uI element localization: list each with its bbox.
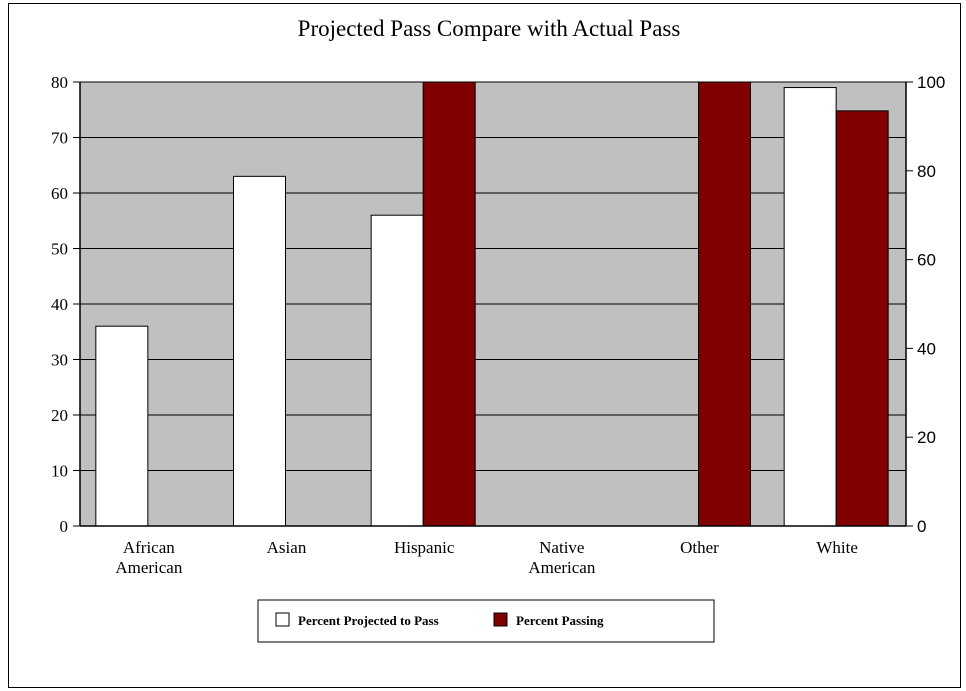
category-label: Asian [267,538,307,557]
right-tick-label: 0 [917,517,926,536]
left-tick-label: 20 [51,406,68,425]
right-axis-ticks: 0 20 40 60 80 100 [906,73,945,536]
legend-label-passing: Percent Passing [516,613,604,628]
left-tick-label: 70 [51,129,68,148]
left-tick-label: 30 [51,351,68,370]
legend-swatch-projected [275,612,290,627]
bar-projected [370,214,424,527]
right-tick-label: 80 [917,162,936,181]
legend-swatch-passing [493,612,508,627]
bar-projected [95,325,149,527]
right-tick-label: 100 [917,73,945,92]
chart-title: Projected Pass Compare with Actual Pass [298,16,681,41]
left-tick-label: 80 [51,73,68,92]
left-tick-label: 60 [51,184,68,203]
right-tick-label: 60 [917,251,936,270]
legend-label-projected: Percent Projected to Pass [298,613,439,628]
left-tick-label: 10 [51,462,68,481]
right-tick-label: 20 [917,428,936,447]
legend: Percent Projected to Pass Percent Passing [257,599,715,643]
left-tick-label: 0 [60,517,69,536]
category-label: Other [680,538,719,557]
left-tick-label: 50 [51,240,68,259]
bar-projected [783,87,837,527]
bar-passing [835,110,889,527]
bars [95,81,889,527]
category-label: Native American [528,538,596,577]
category-labels: African American Asian Hispanic Native Americ… [115,538,858,577]
left-axis-ticks: 0 10 20 30 40 50 60 70 80 [51,73,80,536]
bar-passing [422,81,476,527]
gridlines [80,81,906,527]
category-label: Hispanic [394,538,455,557]
category-label: White [816,538,858,557]
bar-passing [698,81,751,527]
category-label: African American [115,538,183,577]
right-tick-label: 40 [917,339,936,358]
left-tick-label: 40 [51,295,68,314]
bar-projected [233,175,286,527]
legend-box [257,599,715,643]
